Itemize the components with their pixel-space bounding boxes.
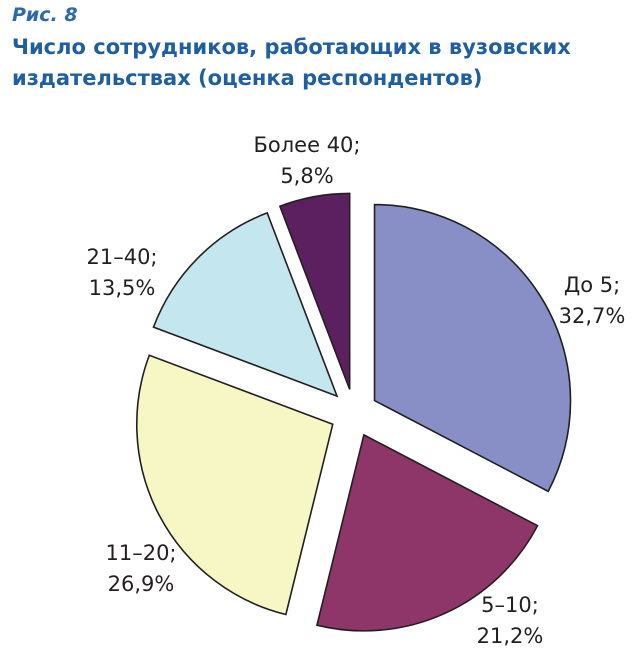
pie-slices	[135, 192, 572, 632]
pie-labels: До 5; 32,7% 5–10; 21,2% 11–20; 26,9% 21–40; 13,…	[86, 133, 625, 648]
slice-value-label: 13,5%	[89, 276, 156, 300]
pie-slice	[152, 211, 339, 398]
slice-value-label: 21,2%	[477, 624, 544, 648]
slice-value-label: 32,7%	[559, 304, 626, 328]
chart-title: Число сотрудников, работающих в вузовски…	[12, 35, 571, 90]
slice-category-label: 21–40;	[86, 245, 157, 269]
figure-label: Рис. 8	[12, 4, 78, 26]
slice-category-label: До 5;	[564, 273, 620, 297]
slice-category-label: 5–10;	[481, 593, 539, 617]
pie-slice	[278, 192, 351, 390]
pie-slice	[373, 203, 572, 493]
pie-slice	[315, 433, 539, 632]
slice-category-label: 11–20;	[105, 541, 176, 565]
slice-category-label: Более 40;	[254, 133, 361, 157]
slice-value-label: 5,8%	[280, 164, 333, 188]
slice-value-label: 26,9%	[108, 572, 175, 596]
pie-slice	[135, 354, 334, 616]
